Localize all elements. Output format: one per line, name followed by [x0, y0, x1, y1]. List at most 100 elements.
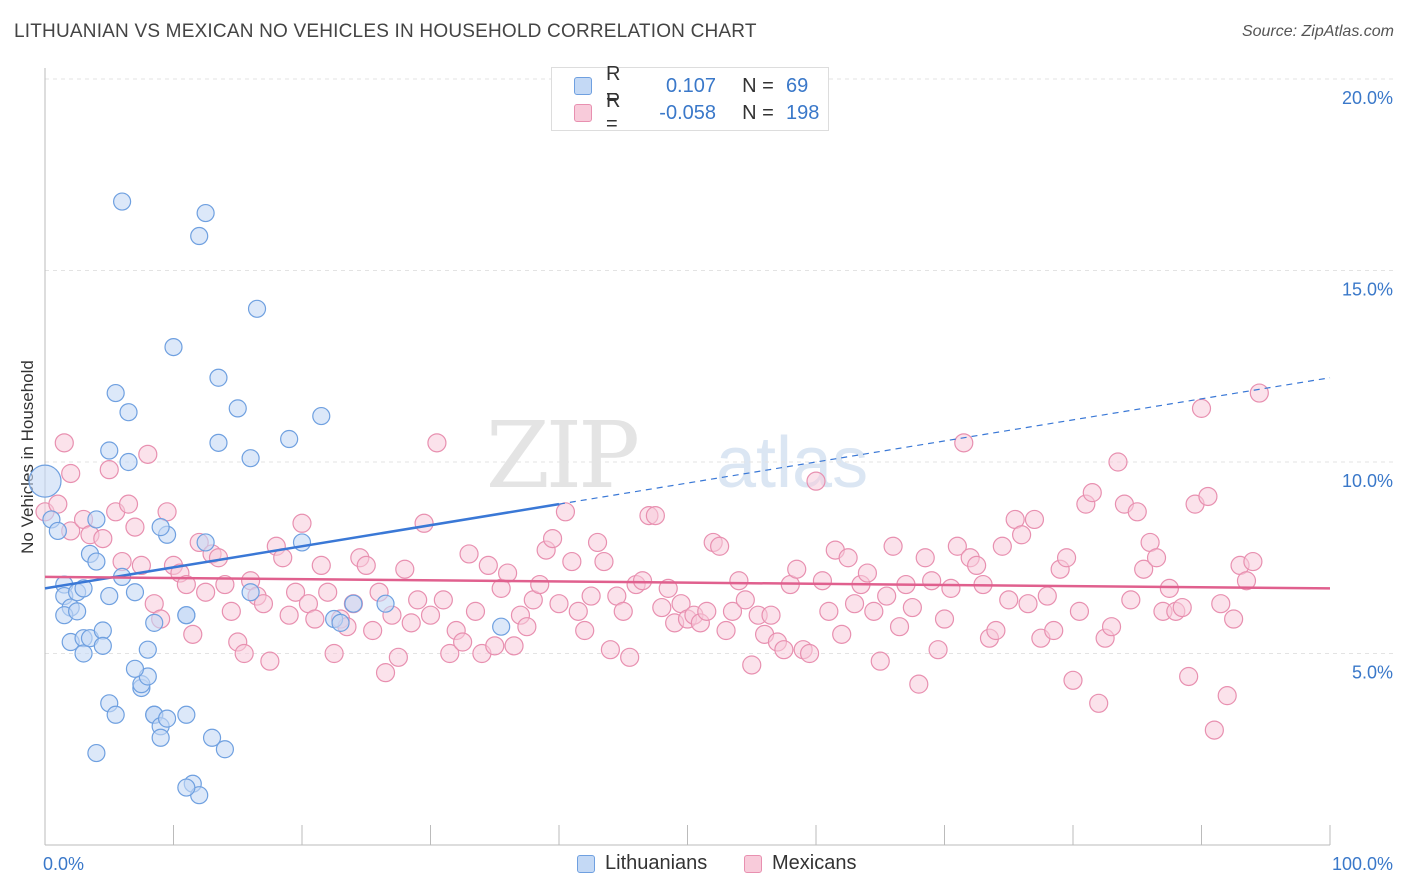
point-mexicans — [433, 590, 453, 610]
point-mexicans — [909, 674, 929, 694]
y-tick-label: 5.0% — [1352, 663, 1393, 683]
point-lithuanians — [209, 368, 228, 387]
point-lithuanians — [119, 403, 138, 422]
point-mexicans — [478, 555, 498, 576]
point-mexicans — [363, 620, 383, 641]
point-mexicans — [1236, 571, 1257, 591]
y-tick-label: 20.0% — [1342, 88, 1393, 108]
point-lithuanians — [68, 602, 87, 621]
point-lithuanians — [87, 743, 106, 763]
point-mexicans — [613, 601, 633, 621]
legend-n-label: N = — [742, 101, 774, 124]
source-label: Source: ZipAtlas.com — [1241, 23, 1394, 40]
point-mexicans — [542, 528, 563, 549]
point-mexicans — [215, 574, 235, 595]
point-mexicans — [934, 609, 955, 629]
point-lithuanians — [344, 594, 363, 613]
point-mexicans — [1134, 559, 1154, 579]
point-mexicans — [1056, 548, 1077, 568]
point-lithuanians — [241, 583, 260, 602]
point-mexicans — [922, 571, 942, 591]
point-mexicans — [594, 551, 614, 572]
point-mexicans — [305, 609, 325, 629]
point-lithuanians — [145, 613, 164, 632]
point-lithuanians — [280, 429, 299, 449]
point-mexicans — [420, 605, 441, 625]
point-lithuanians — [209, 433, 228, 452]
watermark-zip: ZIP — [486, 402, 637, 509]
point-lithuanians — [106, 383, 125, 403]
point-lithuanians — [28, 464, 62, 498]
point-lithuanians — [93, 636, 112, 655]
tick-labels: 5.0% 10.0% 15.0% 20.0% 0.0% 100.0% — [43, 88, 1393, 874]
point-lithuanians — [151, 728, 170, 747]
bottom-legend-lithuanians: Lithuanians — [577, 852, 707, 875]
point-mexicans — [279, 605, 299, 625]
point-mexicans — [864, 601, 884, 621]
point-mexicans — [832, 624, 852, 644]
point-mexicans — [761, 605, 781, 625]
legend-n-value: 198 — [786, 101, 820, 124]
point-mexicans — [318, 582, 338, 602]
point-mexicans — [838, 548, 858, 568]
point-mexicans — [722, 601, 743, 621]
point-mexicans — [1146, 548, 1167, 568]
point-mexicans — [221, 601, 241, 621]
chart-title: LITHUANIAN VS MEXICAN NO VEHICLES IN HOU… — [14, 21, 757, 42]
point-mexicans — [1159, 578, 1179, 598]
point-mexicans — [710, 536, 730, 556]
point-lithuanians — [190, 226, 209, 246]
point-mexicans — [954, 433, 974, 453]
point-lithuanians — [247, 299, 267, 318]
point-mexicans — [819, 601, 839, 621]
point-mexicans — [234, 643, 254, 664]
gridlines — [45, 78, 1395, 654]
point-mexicans — [1024, 509, 1045, 530]
point-lithuanians — [119, 452, 138, 472]
point-mexicans — [581, 586, 601, 606]
point-mexicans — [324, 643, 344, 664]
trend-lines — [44, 377, 1331, 590]
point-mexicans — [118, 494, 139, 514]
point-lithuanians — [87, 510, 106, 529]
point-lithuanians — [177, 705, 196, 724]
trend-line-lithuanians — [44, 502, 560, 590]
point-mexicans — [620, 647, 640, 667]
point-mexicans — [401, 613, 421, 633]
point-mexicans — [196, 582, 216, 602]
point-mexicans — [645, 506, 665, 526]
bottom-legend-label-lithuanians: Lithuanians — [605, 852, 708, 874]
point-mexicans — [799, 643, 820, 664]
point-mexicans — [427, 433, 447, 453]
point-mexicans — [1243, 551, 1263, 572]
x-tick-label-max: 100.0% — [1332, 854, 1393, 874]
data-points — [28, 192, 1269, 805]
point-mexicans — [1198, 486, 1218, 507]
point-lithuanians — [492, 617, 511, 636]
point-mexicans — [125, 517, 145, 537]
point-mexicans — [61, 463, 81, 484]
point-mexicans — [138, 444, 158, 464]
point-mexicans — [285, 582, 306, 602]
bottom-legend-swatch-lithuanians — [577, 854, 595, 873]
point-lithuanians — [312, 406, 331, 426]
point-lithuanians — [376, 594, 395, 613]
point-mexicans — [485, 636, 505, 656]
x-tick-label-min: 0.0% — [43, 854, 84, 874]
point-mexicans — [1082, 483, 1102, 503]
point-mexicans — [395, 559, 415, 579]
point-mexicans — [600, 640, 621, 660]
point-lithuanians — [74, 579, 93, 598]
point-lithuanians — [151, 518, 170, 537]
point-mexicans — [941, 578, 961, 598]
point-lithuanians — [125, 659, 145, 678]
bottom-legend-swatch-mexicans — [744, 854, 762, 873]
point-mexicans — [1089, 693, 1109, 713]
point-mexicans — [716, 620, 736, 641]
point-mexicans — [1211, 594, 1231, 614]
point-lithuanians — [106, 705, 125, 724]
point-mexicans — [388, 647, 408, 667]
point-mexicans — [414, 513, 434, 533]
point-mexicans — [652, 597, 672, 618]
